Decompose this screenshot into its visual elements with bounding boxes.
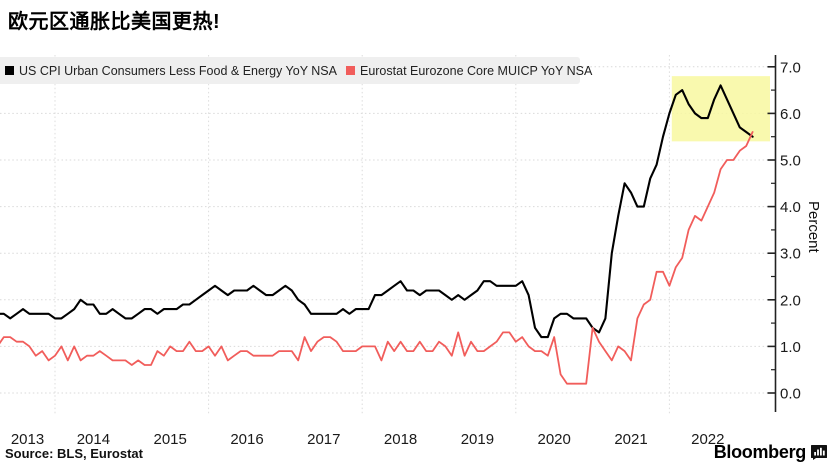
- x-year-label: 2013: [11, 431, 44, 448]
- y-tick-label: 0.0: [780, 386, 801, 403]
- y-tick-label: 2.0: [780, 292, 801, 309]
- us-legend-label: US CPI Urban Consumers Less Food & Energ…: [19, 63, 337, 78]
- y-tick-label: 7.0: [780, 59, 801, 76]
- y-tick-label: 1.0: [780, 339, 801, 356]
- y-axis-unit-label: Percent: [805, 201, 822, 253]
- us-legend-swatch: [5, 66, 14, 75]
- bloomberg-logo-icon: [811, 445, 827, 460]
- eurozone-legend-swatch: [345, 66, 355, 75]
- source-note: Source: BLS, Eurostat: [5, 446, 143, 461]
- legend-item-eurozone: Eurostat Eurozone Core MUICP YoY NSA: [345, 63, 593, 78]
- x-year-label: 2020: [538, 431, 571, 448]
- legend-item-us-cpi: US CPI Urban Consumers Less Food & Energ…: [5, 64, 337, 78]
- x-year-label: 2021: [614, 431, 647, 448]
- eurozone-legend-label: Eurostat Eurozone Core MUICP YoY NSA: [359, 63, 593, 78]
- x-year-label: 2017: [307, 431, 340, 448]
- x-year-label: 2019: [461, 431, 494, 448]
- x-year-label: 2014: [77, 431, 110, 448]
- x-year-label: 2018: [384, 431, 417, 448]
- us-cpi-line: [0, 84, 754, 339]
- y-tick-label: 5.0: [780, 153, 801, 170]
- chart-title: 欧元区通胀比美国更热!: [8, 11, 221, 33]
- x-year-label: 2022: [691, 431, 724, 448]
- eurozone-core-line: [0, 131, 754, 385]
- y-tick-label: 4.0: [780, 199, 801, 216]
- x-year-label: 2015: [154, 431, 187, 448]
- legend-bar: US CPI Urban Consumers Less Food & Energ…: [0, 57, 592, 84]
- x-year-label: 2016: [230, 431, 263, 448]
- bloomberg-wordmark: Bloomberg: [713, 442, 807, 462]
- bloomberg-branding: Bloomberg: [714, 442, 827, 463]
- y-tick-label: 6.0: [780, 106, 801, 123]
- y-tick-label: 3.0: [780, 246, 801, 263]
